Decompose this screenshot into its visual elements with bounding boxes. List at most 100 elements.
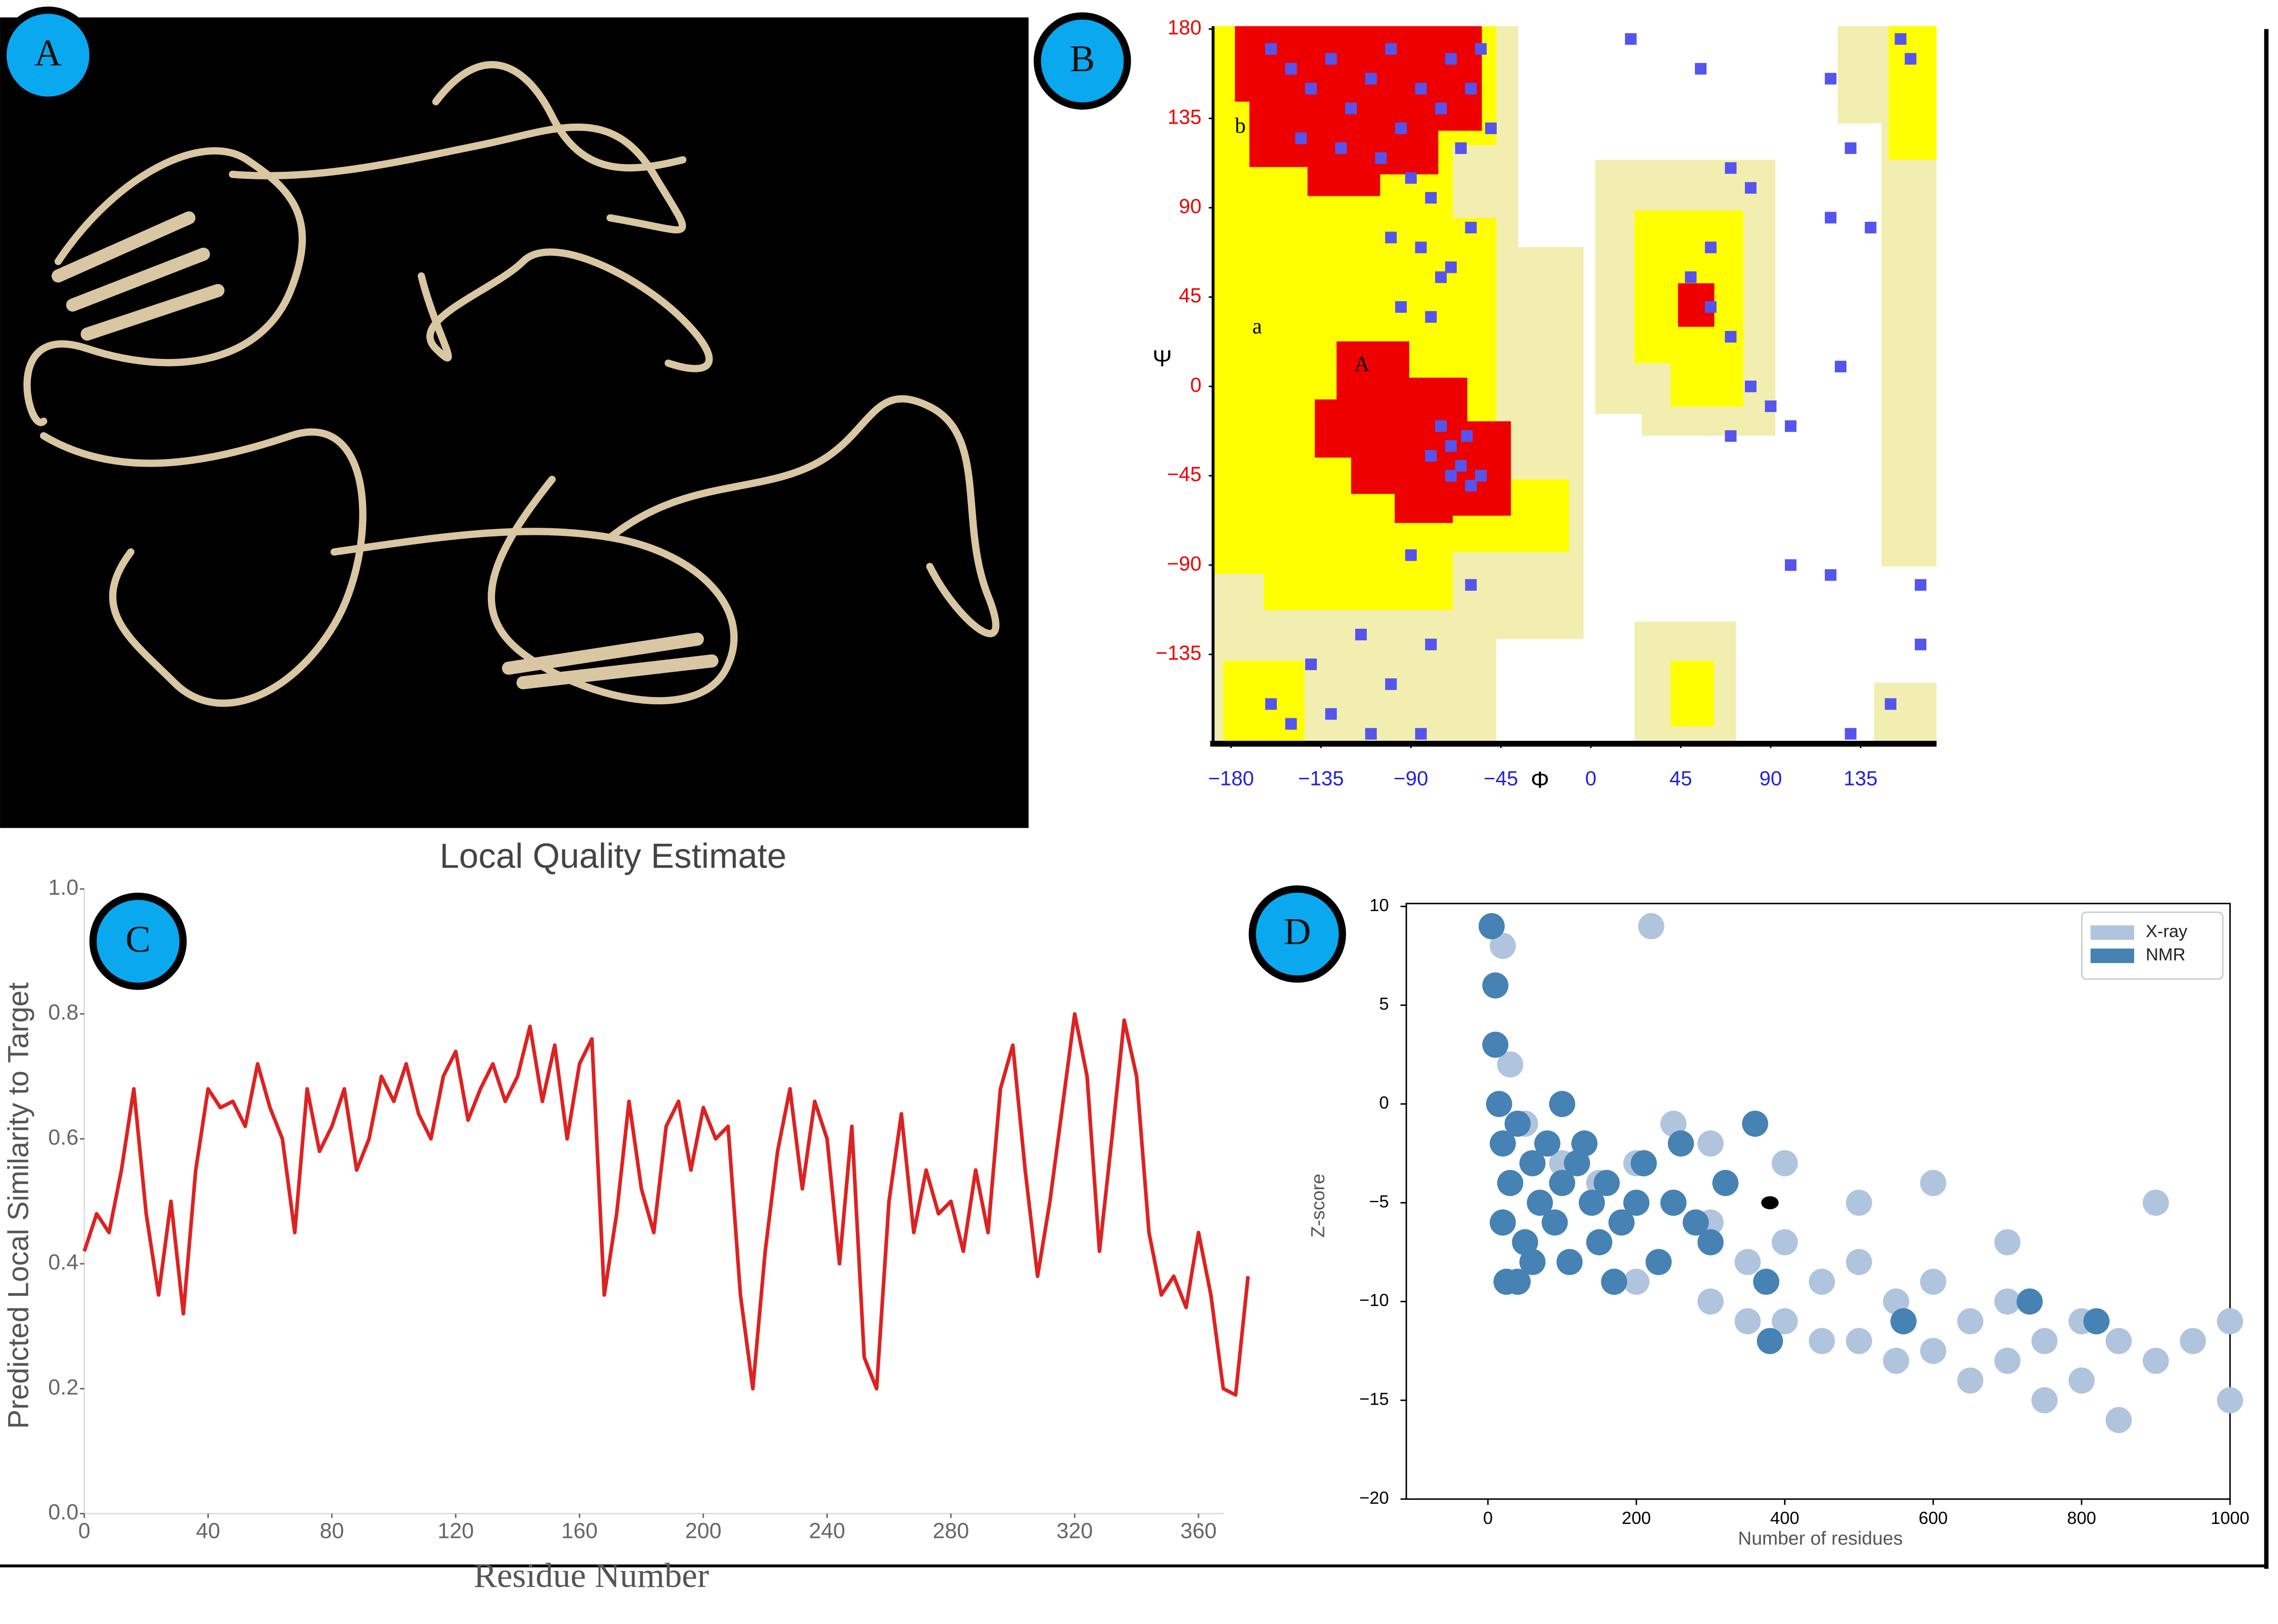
x-tick-label: 400 [1770, 1508, 1799, 1528]
point [2068, 1367, 2095, 1394]
point [1884, 698, 1896, 710]
point [1914, 638, 1927, 650]
point [1825, 569, 1837, 581]
ribbon [23, 147, 306, 426]
y-tick-label: 0.2 [48, 1375, 78, 1399]
point [1638, 913, 1665, 939]
point [2217, 1308, 2243, 1334]
point [1405, 172, 1417, 184]
point [1957, 1308, 1984, 1334]
y-tick-label: 1.0 [48, 875, 78, 900]
point [1571, 1130, 1598, 1157]
x-axis-label: Number of residues [1738, 1528, 1903, 1549]
favoured-region [1223, 660, 1305, 741]
point [1365, 73, 1377, 85]
point [1425, 311, 1437, 323]
point [1697, 1130, 1724, 1157]
point [1771, 1229, 1798, 1256]
ribbon [432, 61, 687, 172]
y-tick-label: −90 [1167, 552, 1202, 575]
point [1865, 222, 1877, 234]
point [1534, 1130, 1561, 1157]
point [2016, 1288, 2043, 1315]
point [1920, 1338, 1947, 1364]
point [1415, 241, 1427, 254]
point [2179, 1328, 2206, 1354]
point [1527, 1190, 1553, 1216]
point [1808, 1269, 1835, 1295]
point [1465, 480, 1477, 492]
favoured-region [1888, 26, 1937, 160]
point [1556, 1249, 1583, 1275]
y-tick-label: −5 [1369, 1192, 1389, 1211]
point [1697, 1229, 1724, 1256]
point [1295, 132, 1307, 144]
point [1660, 1110, 1687, 1137]
point [1994, 1229, 2021, 1256]
point [1475, 469, 1487, 482]
x-tick-label: 0 [1483, 1508, 1493, 1528]
point [1345, 102, 1357, 114]
point [1765, 400, 1777, 412]
point [1425, 450, 1437, 462]
x-tick-label: −135 [1298, 767, 1344, 790]
point [1489, 1209, 1516, 1236]
y-tick-label: 0.0 [48, 1499, 78, 1524]
point [1415, 728, 1427, 740]
y-tick-label: 5 [1379, 994, 1389, 1014]
favoured-region [1670, 660, 1715, 726]
point [1630, 1150, 1657, 1177]
point [1305, 658, 1317, 671]
panel-badge [1248, 885, 1346, 983]
point [1475, 43, 1487, 55]
y-tick-label: −10 [1359, 1290, 1388, 1310]
point [1435, 102, 1447, 114]
point [1734, 1249, 1761, 1275]
panel-label: B [1070, 38, 1095, 79]
y-tick-label: 90 [1179, 195, 1201, 217]
panel-badge [89, 892, 187, 990]
point [2031, 1328, 2058, 1354]
point [1482, 1031, 1509, 1058]
point [1667, 1130, 1694, 1157]
ribbons [23, 61, 1000, 707]
point [1914, 579, 1927, 591]
ribbon [606, 395, 1000, 637]
point [1845, 1249, 1872, 1275]
point [1415, 83, 1427, 95]
y-tick-label: 0.8 [48, 1000, 78, 1025]
point [1541, 1209, 1568, 1236]
point [1482, 972, 1509, 999]
point [1705, 301, 1717, 313]
point [1756, 1328, 1783, 1354]
y-tick-label: 0 [1190, 373, 1202, 396]
panel-badge [0, 6, 97, 104]
point [1445, 440, 1457, 452]
point [1435, 420, 1447, 432]
structure-background [0, 17, 1029, 828]
point [1305, 83, 1317, 95]
x-tick-label: 120 [437, 1519, 474, 1543]
point [1335, 142, 1347, 154]
y-axis-label: Predicted Local Similarity to Target [1, 982, 34, 1429]
chart-title: Local Quality Estimate [440, 837, 787, 875]
point [1465, 83, 1477, 95]
point [1425, 638, 1437, 650]
point [1455, 460, 1467, 472]
legend-label: NMR [2146, 945, 2185, 964]
region-label: A [1354, 352, 1370, 376]
point [1478, 913, 1505, 939]
point [1957, 1367, 1984, 1394]
point [1265, 698, 1277, 710]
data-line [82, 1012, 1250, 1397]
point [1845, 142, 1857, 154]
point [1385, 678, 1397, 690]
x-tick-label: 600 [1919, 1508, 1947, 1528]
point [1489, 933, 1516, 959]
point [1465, 579, 1477, 591]
ramachandran-regions [1210, 26, 1937, 747]
allowed-region [1874, 683, 1937, 744]
x-tick-label: 80 [320, 1519, 344, 1543]
point [1549, 1170, 1576, 1196]
